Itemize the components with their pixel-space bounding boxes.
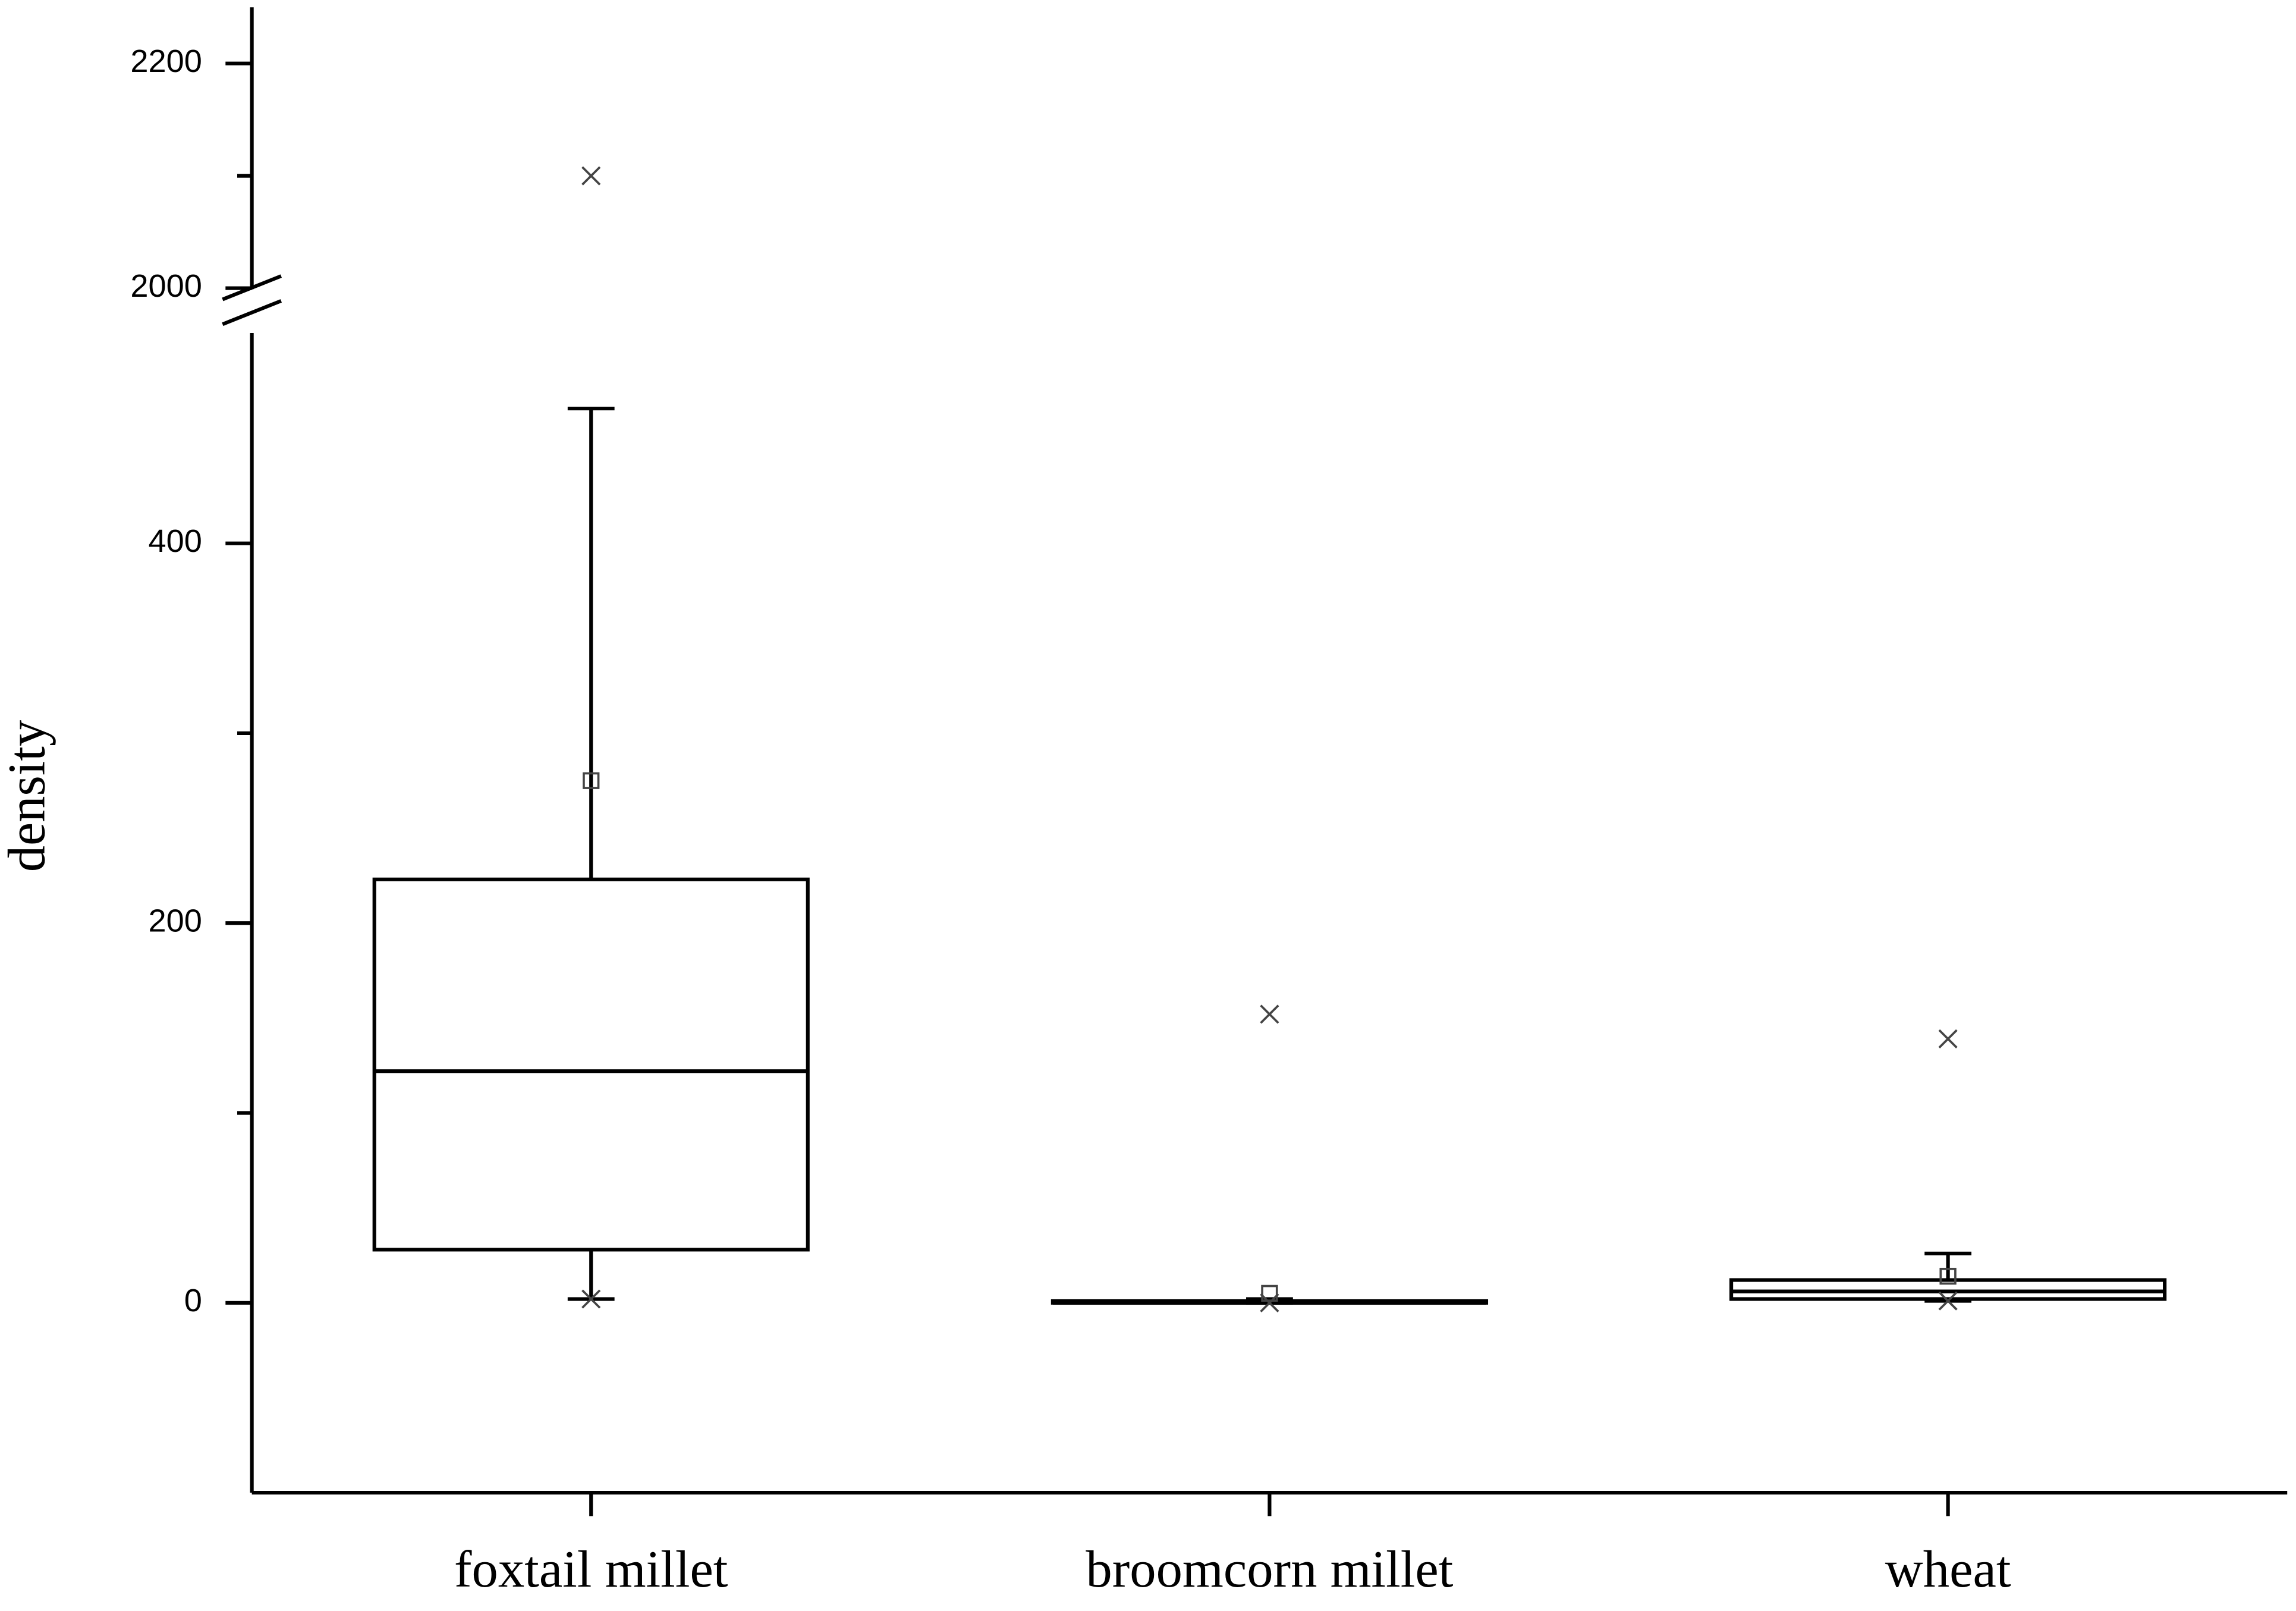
axes (222, 7, 2288, 1495)
x-tick-label: foxtail millet (454, 1540, 728, 1599)
mean (1261, 1285, 1278, 1302)
y-tick-label: 2000 (130, 268, 202, 304)
min-marker (1938, 1291, 1958, 1311)
x-tick-label: wheat (1885, 1540, 2011, 1599)
min-marker (581, 1289, 601, 1309)
max-marker (581, 166, 601, 186)
box (372, 877, 810, 1252)
max-marker (1938, 1029, 1958, 1049)
y-axis-label: density (0, 720, 56, 872)
mean (1939, 1267, 1957, 1285)
box (1729, 1278, 2167, 1301)
y-tick-label: 0 (184, 1283, 202, 1318)
y-tick-label: 400 (149, 523, 202, 559)
mean (583, 772, 600, 789)
y-tick-label: 2200 (130, 43, 202, 79)
axis-break (222, 299, 282, 326)
y-tick-label: 200 (149, 903, 202, 939)
max-marker (1260, 1004, 1279, 1024)
x-tick-label: broomcorn millet (1086, 1540, 1453, 1599)
min-marker (1260, 1293, 1279, 1312)
